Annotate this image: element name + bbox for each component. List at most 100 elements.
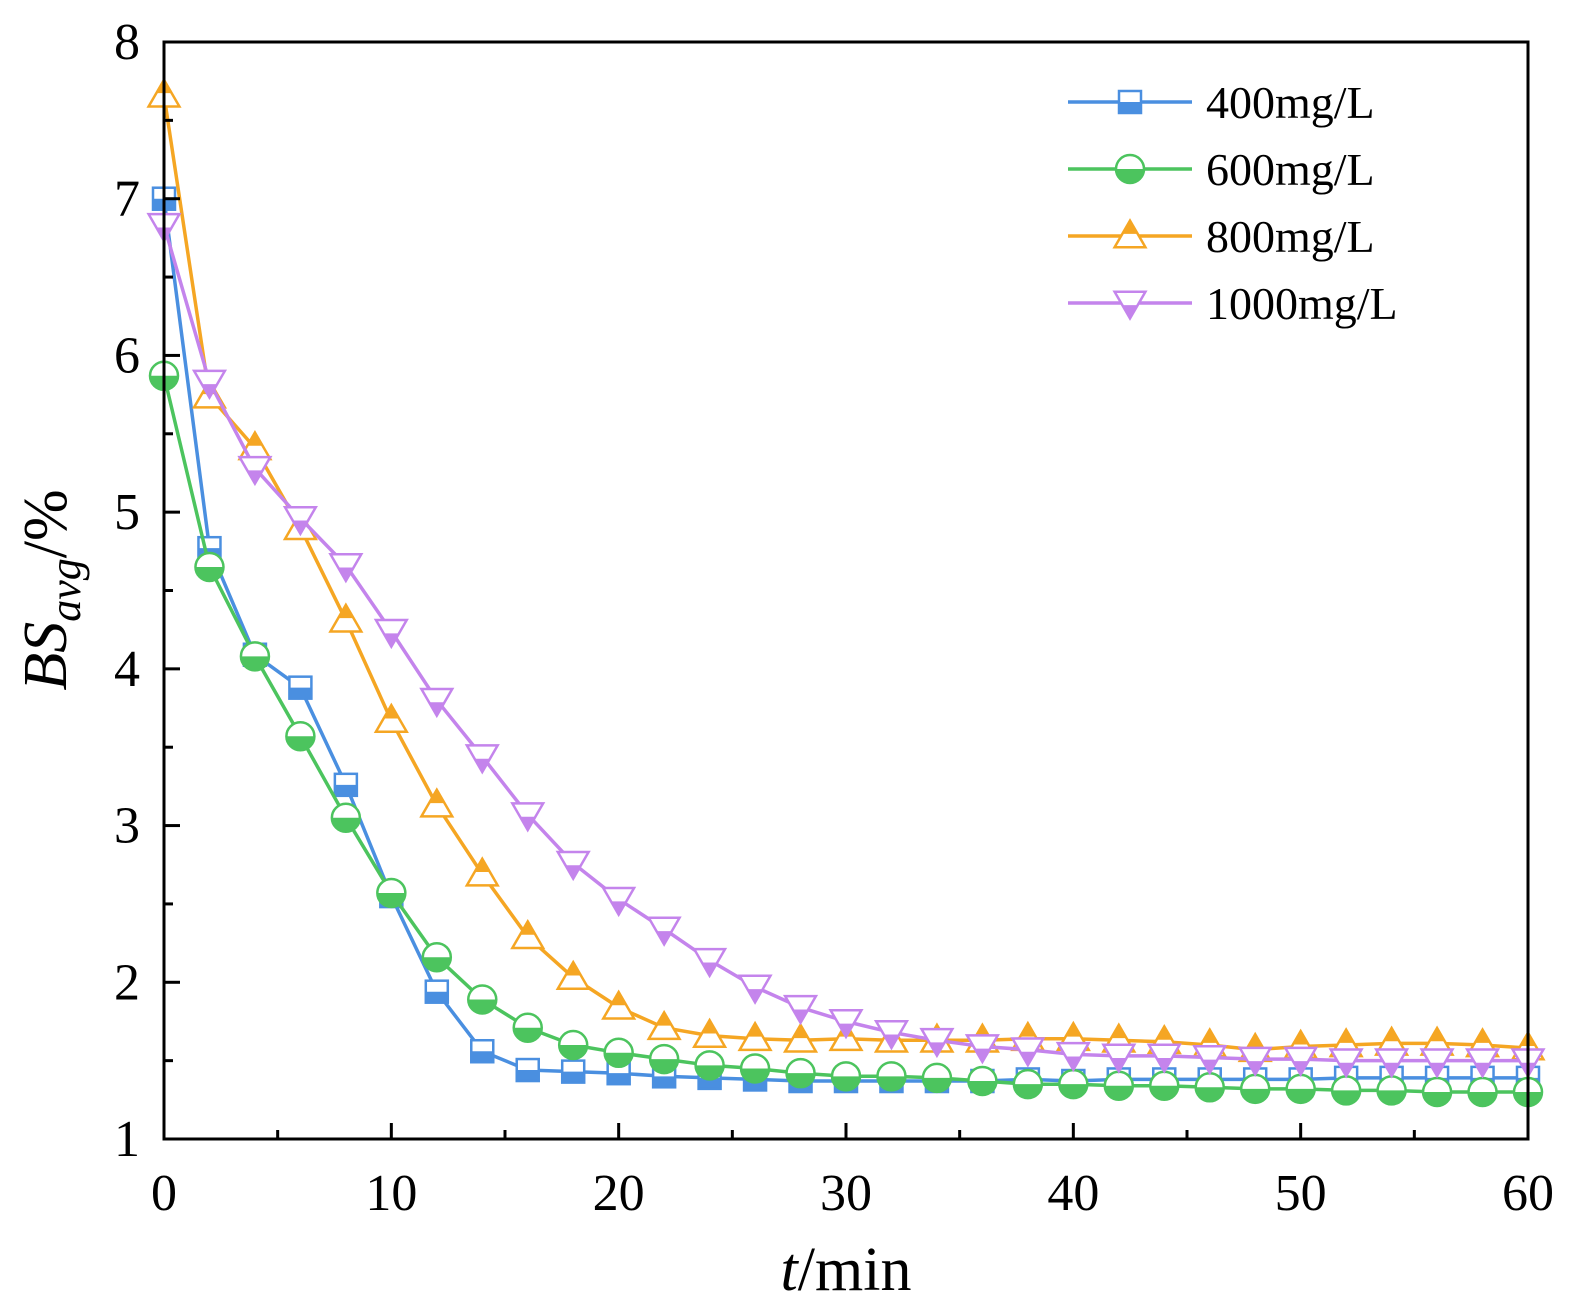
y-tick-label: 3 bbox=[114, 798, 140, 855]
data-point bbox=[1467, 1076, 1498, 1108]
x-axis-title-rest: /min bbox=[798, 1236, 912, 1303]
data-point bbox=[467, 984, 498, 1015]
data-point bbox=[692, 1017, 728, 1049]
data-point bbox=[555, 959, 591, 991]
x-tick-label: 50 bbox=[1275, 1165, 1327, 1222]
series-line bbox=[162, 198, 1528, 1083]
data-point bbox=[239, 641, 271, 672]
data-point bbox=[1374, 1048, 1410, 1079]
data-point bbox=[737, 974, 773, 1005]
data-point bbox=[737, 1020, 773, 1052]
legend: 400mg/L 600mg/L 800mg/L 1000mg/L bbox=[1068, 77, 1398, 329]
y-tick-label: 8 bbox=[114, 14, 140, 71]
data-point bbox=[510, 918, 546, 950]
legend-marker bbox=[1112, 290, 1148, 321]
data-point bbox=[464, 744, 500, 775]
legend-label: 400mg/L bbox=[1206, 77, 1375, 128]
legend-entry: 800mg/L bbox=[1068, 211, 1375, 262]
data-point bbox=[237, 455, 273, 487]
data-point bbox=[194, 551, 225, 583]
data-point bbox=[785, 1057, 816, 1089]
data-point bbox=[1055, 1041, 1091, 1073]
series-line bbox=[162, 224, 1528, 1063]
y-tick-label: 1 bbox=[114, 1111, 140, 1168]
data-point bbox=[873, 1019, 910, 1051]
series-layer bbox=[146, 77, 1546, 1108]
data-point bbox=[470, 1038, 495, 1064]
data-point bbox=[646, 916, 682, 947]
data-point bbox=[424, 979, 450, 1004]
data-point bbox=[328, 552, 364, 584]
legend-label: 1000mg/L bbox=[1206, 278, 1398, 329]
data-point bbox=[692, 947, 728, 979]
legend-entry: 1000mg/L bbox=[1068, 278, 1398, 329]
data-point bbox=[464, 856, 500, 887]
data-point bbox=[512, 1012, 543, 1043]
data-point bbox=[828, 1009, 864, 1040]
data-point bbox=[1285, 1073, 1316, 1105]
data-point bbox=[1012, 1068, 1044, 1100]
data-point bbox=[967, 1065, 998, 1097]
data-point bbox=[603, 1037, 634, 1069]
data-point bbox=[1192, 1045, 1228, 1076]
y-axis-title-rest: /% bbox=[12, 489, 80, 558]
data-point bbox=[782, 994, 819, 1026]
data-point bbox=[376, 877, 407, 909]
data-point bbox=[421, 941, 453, 973]
x-tick-label: 0 bbox=[151, 1165, 177, 1222]
data-point bbox=[555, 850, 591, 882]
data-point bbox=[373, 702, 409, 734]
data-point bbox=[330, 802, 362, 833]
y-axis-title-sub: avg bbox=[41, 558, 90, 622]
data-point bbox=[1149, 1070, 1180, 1101]
x-tick-label: 40 bbox=[1047, 1165, 1099, 1222]
y-tick-label: 6 bbox=[114, 327, 140, 384]
data-point bbox=[419, 787, 455, 818]
data-point bbox=[1239, 1073, 1271, 1105]
series-3 bbox=[146, 212, 1546, 1079]
data-point bbox=[1419, 1048, 1455, 1079]
data-point bbox=[333, 772, 359, 798]
data-point bbox=[694, 1050, 725, 1081]
data-point bbox=[510, 802, 546, 833]
data-point bbox=[328, 602, 364, 633]
x-axis-title-italic: t bbox=[781, 1236, 800, 1303]
legend-label: 600mg/L bbox=[1206, 144, 1375, 195]
data-point bbox=[1010, 1037, 1046, 1068]
legend-marker bbox=[1114, 153, 1146, 185]
data-point bbox=[1194, 1072, 1225, 1103]
data-point bbox=[782, 1022, 819, 1053]
data-point bbox=[419, 687, 455, 719]
x-tick-label: 20 bbox=[593, 1165, 645, 1222]
y-tick-label: 2 bbox=[114, 954, 140, 1011]
data-point bbox=[1146, 1043, 1182, 1074]
data-point bbox=[1103, 1070, 1135, 1101]
x-tick-label: 60 bbox=[1502, 1165, 1554, 1222]
data-point bbox=[557, 1029, 589, 1061]
data-point bbox=[646, 1009, 682, 1041]
y-tick-label: 7 bbox=[114, 171, 140, 228]
data-point bbox=[1328, 1048, 1364, 1079]
series-1 bbox=[148, 360, 1544, 1108]
data-point bbox=[1464, 1048, 1501, 1079]
data-point bbox=[373, 618, 409, 650]
series-line bbox=[162, 375, 1528, 1094]
data-point bbox=[1058, 1068, 1089, 1100]
legend-entry: 600mg/L bbox=[1068, 144, 1375, 195]
data-point bbox=[964, 1034, 1000, 1065]
data-point bbox=[1101, 1043, 1137, 1074]
data-point bbox=[285, 720, 316, 752]
data-point bbox=[288, 675, 313, 700]
data-point bbox=[1376, 1075, 1407, 1106]
data-point bbox=[560, 1059, 586, 1084]
x-tick-label: 10 bbox=[365, 1165, 417, 1222]
data-point bbox=[282, 505, 318, 537]
y-tick-label: 4 bbox=[114, 641, 140, 698]
data-point bbox=[830, 1061, 862, 1092]
x-axis-title: t/min bbox=[781, 1236, 912, 1303]
data-point bbox=[1283, 1046, 1319, 1077]
plot-frame bbox=[162, 40, 1530, 1141]
data-point bbox=[1237, 1046, 1273, 1077]
data-point bbox=[919, 1027, 955, 1059]
